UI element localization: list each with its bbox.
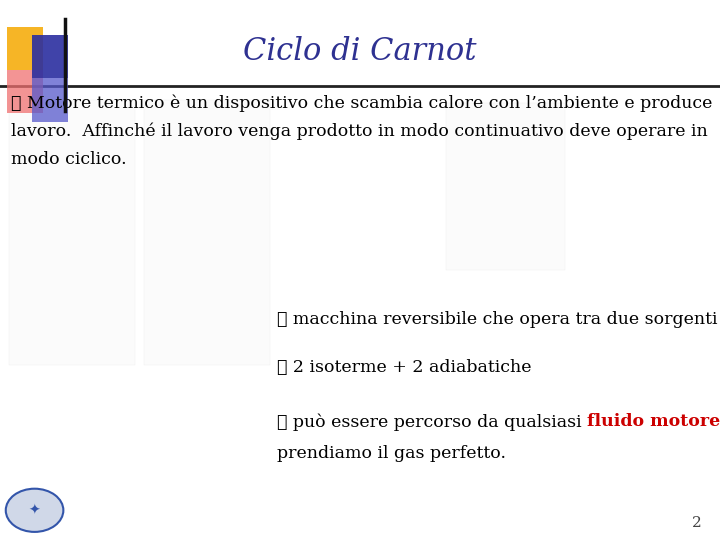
Bar <box>32 35 68 78</box>
Text: lavoro.  Affinché il lavoro venga prodotto in modo continuativo deve operare in: lavoro. Affinché il lavoro venga prodott… <box>11 123 708 140</box>
Text: ✦: ✦ <box>29 503 40 517</box>
Text: Ciclo di Carnot: Ciclo di Carnot <box>243 36 477 67</box>
Text: modo ciclico.: modo ciclico. <box>11 151 127 167</box>
Text: fluido motore: fluido motore <box>588 413 720 430</box>
Bar <box>144 100 270 364</box>
Bar <box>7 70 43 113</box>
Text: prendiamo il gas perfetto.: prendiamo il gas perfetto. <box>277 446 506 462</box>
Bar <box>32 78 68 122</box>
Text: ✓ Motore termico è un dispositivo che scambia calore con l’ambiente e produce: ✓ Motore termico è un dispositivo che sc… <box>11 94 712 112</box>
Text: 2: 2 <box>692 516 702 530</box>
Text: ✓ 2 isoterme + 2 adiabatiche: ✓ 2 isoterme + 2 adiabatiche <box>277 359 531 376</box>
Text: ✓ macchina reversibile che opera tra due sorgenti: ✓ macchina reversibile che opera tra due… <box>277 310 718 327</box>
Bar <box>446 103 565 270</box>
Text: ✓ può essere percorso da qualsiasi: ✓ può essere percorso da qualsiasi <box>277 413 588 430</box>
Bar <box>9 100 135 364</box>
Circle shape <box>6 489 63 532</box>
Bar <box>7 27 43 70</box>
